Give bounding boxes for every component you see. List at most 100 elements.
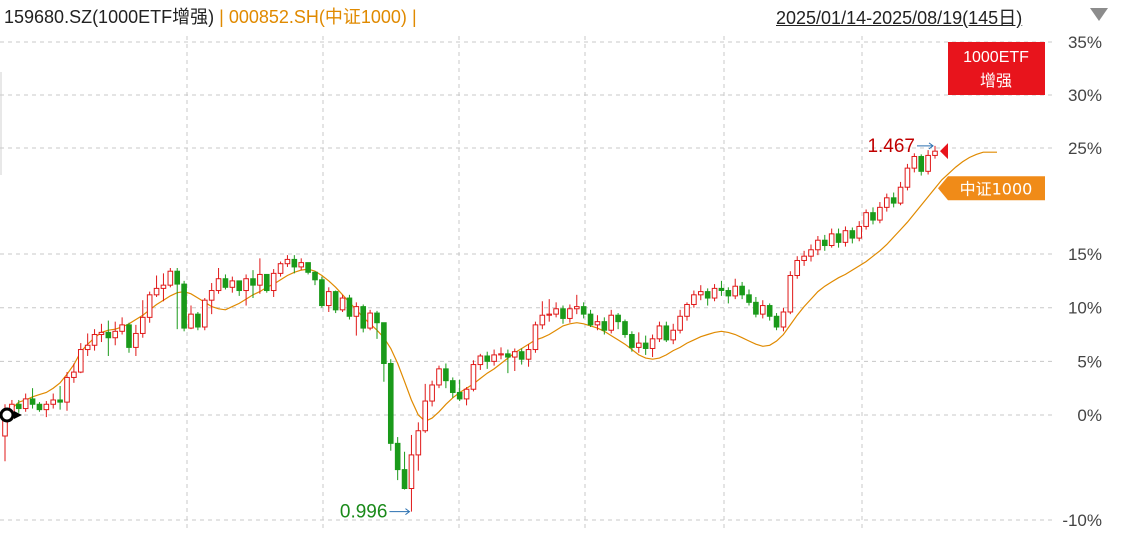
- candle-body: [821, 239, 828, 247]
- candle-body: [491, 354, 497, 362]
- candle-body: [146, 294, 153, 318]
- candle-body: [195, 313, 201, 328]
- candle-body: [883, 197, 890, 208]
- candle-body: [801, 255, 807, 261]
- candle-body: [608, 314, 615, 331]
- candle-body: [697, 291, 704, 296]
- min-value-label: 0.996: [340, 502, 388, 523]
- candle-body: [863, 212, 869, 227]
- candle-body: [188, 313, 194, 329]
- candle-body: [601, 321, 608, 331]
- candle-body: [725, 290, 732, 297]
- index-title[interactable]: 000852.SH(中证1000): [228, 7, 407, 27]
- candle-body: [753, 301, 759, 315]
- candle-body: [828, 233, 835, 247]
- candle-body: [332, 291, 339, 311]
- candle-body: [842, 230, 849, 243]
- candle-body: [305, 262, 311, 273]
- candle-body: [84, 344, 91, 351]
- candle-body: [367, 312, 373, 329]
- candle-body: [77, 349, 84, 373]
- candle-body: [911, 155, 918, 169]
- candle-body: [291, 258, 298, 268]
- candle-body: [374, 312, 380, 324]
- candle-body: [429, 384, 435, 402]
- candle-body: [615, 314, 621, 323]
- candle-body: [718, 287, 725, 292]
- y-tick-label: 15%: [1068, 245, 1102, 264]
- candle-body: [560, 308, 566, 319]
- candle-body: [91, 334, 98, 346]
- candle-body: [215, 278, 222, 292]
- candle-body: [257, 273, 263, 286]
- candle-body: [119, 324, 125, 332]
- candle-body: [57, 399, 63, 403]
- y-tick-label: 0%: [1077, 406, 1102, 425]
- candle-body: [780, 311, 787, 328]
- candle-body: [856, 225, 863, 239]
- candle-body: [181, 283, 187, 329]
- candle-body: [208, 290, 215, 301]
- candle-body: [270, 272, 277, 292]
- etf-end-tag: [940, 42, 1045, 160]
- candle-body: [622, 321, 628, 336]
- candle-body: [415, 430, 422, 456]
- caret-down-icon[interactable]: [1090, 8, 1108, 21]
- start-marker: [0, 407, 15, 423]
- candle-body: [511, 351, 518, 358]
- candle-body: [243, 278, 249, 292]
- candle-body: [553, 308, 559, 315]
- header-separator: |: [219, 7, 224, 27]
- y-tick-label: 35%: [1068, 33, 1102, 52]
- candle-body: [656, 325, 663, 340]
- candle-body: [222, 278, 229, 288]
- candle-body: [15, 403, 22, 410]
- candle-body: [277, 263, 284, 274]
- candle-body: [29, 398, 36, 405]
- candle-body: [663, 325, 670, 341]
- candle-body: [567, 308, 573, 319]
- security-title[interactable]: 159680.SZ(1000ETF增强): [4, 7, 215, 27]
- candle-body: [594, 321, 601, 326]
- candle-body: [711, 287, 718, 299]
- candle-body: [532, 324, 539, 351]
- candle-body: [456, 391, 463, 400]
- candle-body: [250, 278, 256, 286]
- candle-body: [739, 285, 745, 296]
- candle-body: [229, 280, 236, 288]
- candle-body: [746, 294, 752, 303]
- candle-body: [312, 271, 318, 281]
- candle-body: [649, 338, 656, 349]
- candle-body: [449, 380, 456, 393]
- candle-body: [794, 259, 801, 277]
- candle-body: [629, 334, 635, 348]
- max-value-label: 1.467: [867, 136, 915, 157]
- candle-body: [546, 313, 553, 316]
- y-tick-label: 5%: [1077, 352, 1102, 371]
- candle-body: [815, 239, 821, 251]
- candle-body: [133, 332, 139, 348]
- candle-body: [401, 469, 408, 490]
- y-tick-label: 25%: [1068, 139, 1102, 158]
- date-range-selector[interactable]: 2025/01/14-2025/08/19(145日): [776, 8, 1023, 28]
- index-line: [4, 151, 997, 423]
- max-arrow-icon: [928, 142, 934, 150]
- candle-body: [587, 313, 594, 326]
- candle-body: [263, 273, 270, 292]
- etf-tag-label-2: 增强: [980, 71, 1012, 90]
- candle-body: [36, 403, 43, 411]
- candle-body: [918, 155, 925, 172]
- candle-body: [925, 154, 931, 172]
- candle-body: [642, 342, 649, 349]
- candle-body: [849, 230, 856, 239]
- candle-body: [71, 371, 77, 378]
- candle-body: [387, 362, 394, 444]
- candle-body: [691, 294, 697, 305]
- candle-body: [463, 388, 470, 400]
- candle-body: [126, 324, 132, 348]
- start-arrow-icon: [14, 411, 22, 419]
- candle-body: [897, 186, 904, 204]
- etf-tag-label: 1000ETF: [963, 49, 1029, 66]
- candle-body: [498, 353, 504, 356]
